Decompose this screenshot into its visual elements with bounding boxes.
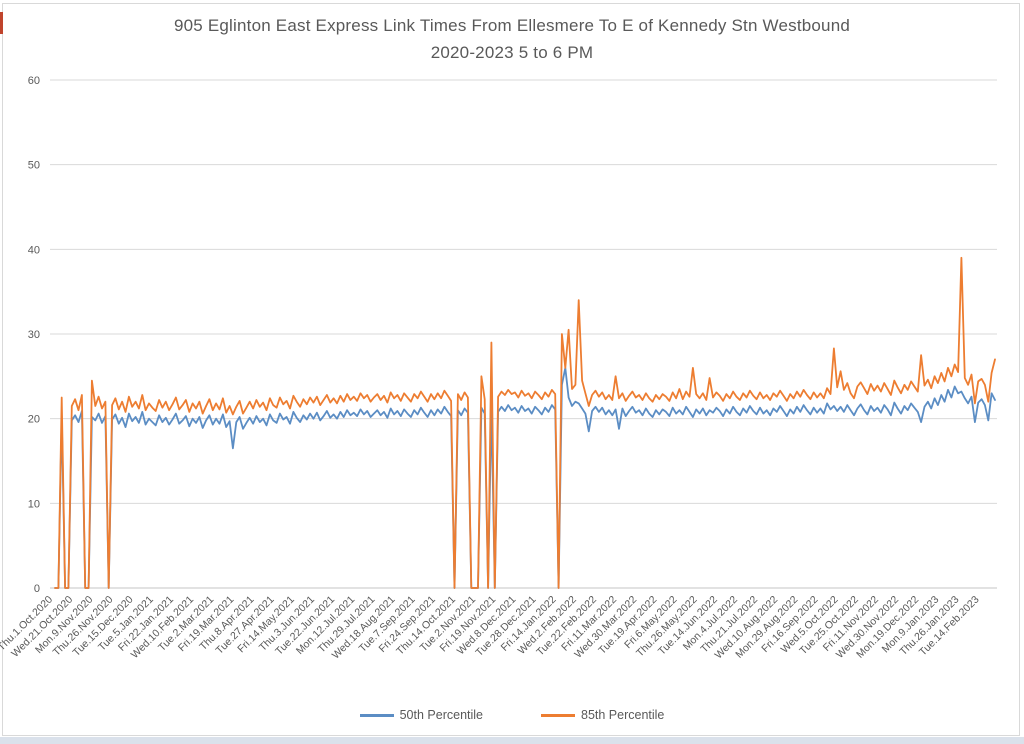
chart-title-line1: 905 Eglinton East Express Link Times Fro… — [173, 16, 851, 35]
series-line-85th-percentile — [54, 256, 996, 589]
legend-line-swatch-50th — [359, 713, 394, 717]
y-axis-tick-label: 50 — [28, 160, 40, 172]
y-axis-tick-label: 40 — [28, 244, 40, 256]
y-axis-tick-label: 10 — [28, 498, 40, 510]
chart-legend: 50th Percentile 85th Percentile — [0, 708, 1024, 722]
y-axis-tick-label: 60 — [28, 75, 40, 87]
legend-item-85th-percentile: 85th Percentile — [541, 708, 664, 722]
chart-canvas-border — [2, 3, 1020, 736]
series-line-50th-percentile — [54, 366, 996, 589]
chart-title: 905 Eglinton East Express Link Times Fro… — [0, 12, 1024, 66]
y-axis-tick-label: 20 — [28, 414, 40, 426]
legend-label-50th: 50th Percentile — [399, 708, 483, 722]
y-axis-tick-label: 0 — [34, 583, 40, 595]
y-axis-tick-label: 30 — [28, 329, 40, 341]
left-edge-red-mark — [0, 12, 3, 34]
legend-line-swatch-85th — [541, 713, 575, 717]
chart-title-line2: 2020-2023 5 to 6 PM — [430, 43, 594, 62]
bottom-strip — [0, 737, 1024, 744]
legend-label-85th: 85th Percentile — [581, 708, 665, 722]
legend-item-50th-percentile: 50th Percentile — [359, 708, 483, 722]
